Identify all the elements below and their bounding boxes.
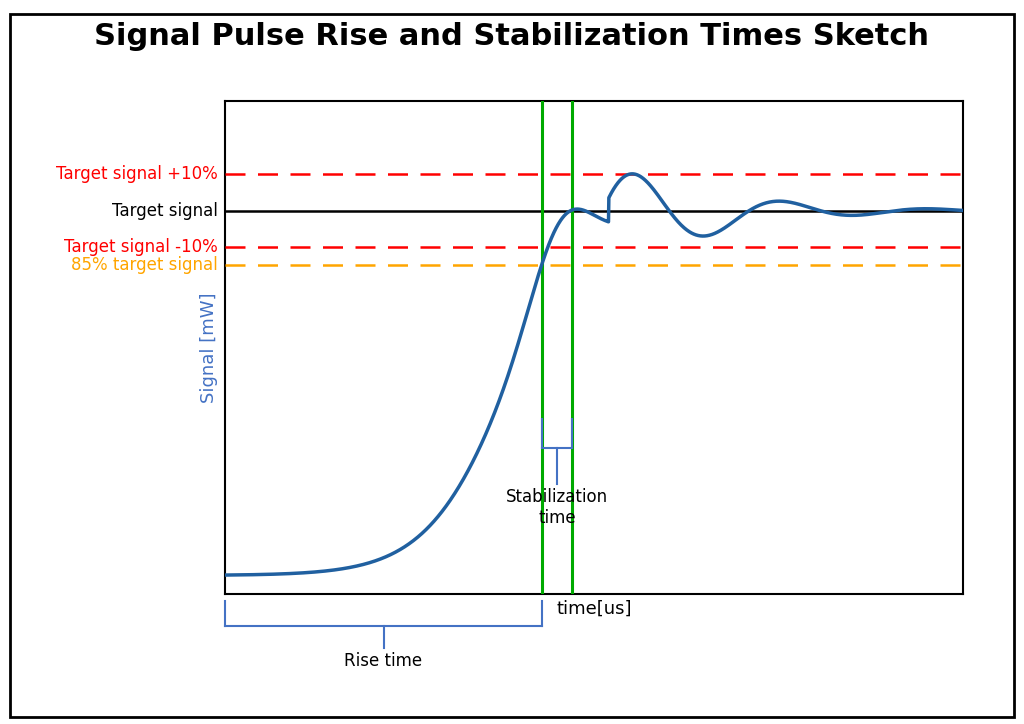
Text: Target signal -10%: Target signal -10% — [65, 238, 218, 256]
Text: Stabilization
time: Stabilization time — [506, 488, 608, 526]
X-axis label: time[us]: time[us] — [556, 599, 632, 618]
Text: Target signal: Target signal — [112, 202, 218, 220]
Text: Target signal +10%: Target signal +10% — [56, 165, 218, 183]
Text: Rise time: Rise time — [344, 652, 423, 670]
Text: Signal Pulse Rise and Stabilization Times Sketch: Signal Pulse Rise and Stabilization Time… — [94, 22, 930, 51]
Text: 85% target signal: 85% target signal — [71, 256, 218, 274]
Y-axis label: Signal [mW]: Signal [mW] — [201, 292, 218, 403]
